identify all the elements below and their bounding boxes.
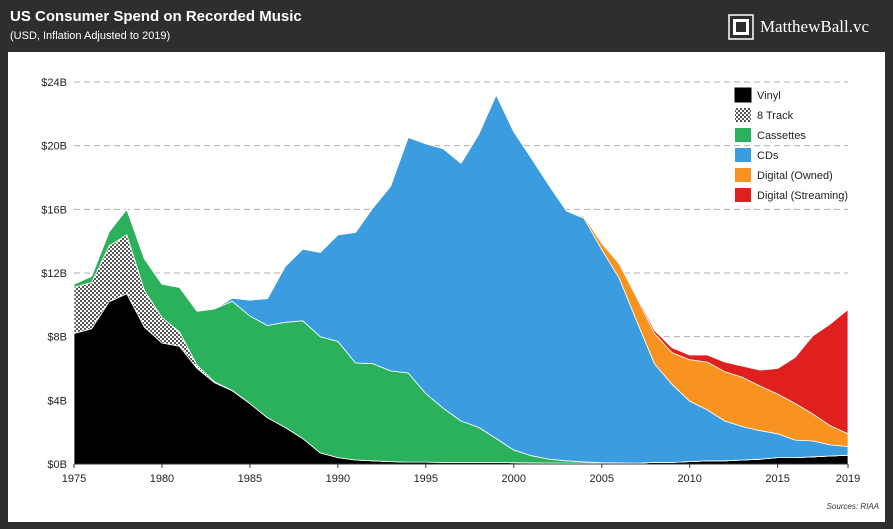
x-tick-label: 1995 <box>414 473 438 485</box>
brand-name: MatthewBall.vc <box>759 17 869 36</box>
y-tick-label: $12B <box>41 268 67 280</box>
area-chart: $0B $4B $8B $12B $16B $20B $24B 1975 1980 1985 199… <box>41 77 860 485</box>
x-tick-label: 1980 <box>150 473 174 485</box>
legend-label-digital_streaming: Digital (Streaming) <box>757 190 848 202</box>
area-digital_streaming <box>73 94 849 435</box>
x-tick-label: 2015 <box>765 473 789 485</box>
y-tick-label: $16B <box>41 204 67 216</box>
chart-subtitle: (USD, Inflation Adjusted to 2019) <box>10 30 171 42</box>
y-tick-label: $8B <box>47 332 67 344</box>
x-tick-label: 2000 <box>502 473 526 485</box>
legend-swatch-eight_track <box>735 108 751 122</box>
y-tick-label: $20B <box>41 141 67 153</box>
legend-swatch-digital_owned <box>735 168 751 182</box>
x-tick-label: 1985 <box>238 473 262 485</box>
y-tick-label: $4B <box>47 395 67 407</box>
chart-legend: Vinyl 8 Track Cassettes CDs Digital (Owned) D… <box>734 87 848 202</box>
x-tick-label: 2010 <box>677 473 701 485</box>
legend-label-digital_owned: Digital (Owned) <box>757 170 833 182</box>
chart-header: US Consumer Spend on Recorded Music (USD… <box>0 0 893 52</box>
legend-label-cassettes: Cassettes <box>757 130 806 142</box>
chart-title: US Consumer Spend on Recorded Music <box>10 8 302 25</box>
brand-logo[interactable]: MatthewBall.vc <box>728 13 869 41</box>
legend-label-eight_track: 8 Track <box>757 110 794 122</box>
legend-swatch-vinyl <box>734 87 752 103</box>
legend-swatch-cassettes <box>735 128 751 142</box>
legend-label-vinyl: Vinyl <box>757 90 781 102</box>
x-tick-label: 2005 <box>589 473 613 485</box>
y-tick-label: $0B <box>47 459 67 471</box>
x-tick-label: 1990 <box>326 473 350 485</box>
legend-swatch-cds <box>735 148 751 162</box>
x-tick-label: 1975 <box>62 473 86 485</box>
source-note: Sources: RIAA <box>826 502 879 511</box>
legend-swatch-digital_streaming <box>735 188 751 202</box>
brand-icon <box>728 14 754 40</box>
x-tick-label: 2019 <box>836 473 860 485</box>
legend-label-cds: CDs <box>757 150 779 162</box>
y-tick-label: $24B <box>41 77 67 89</box>
